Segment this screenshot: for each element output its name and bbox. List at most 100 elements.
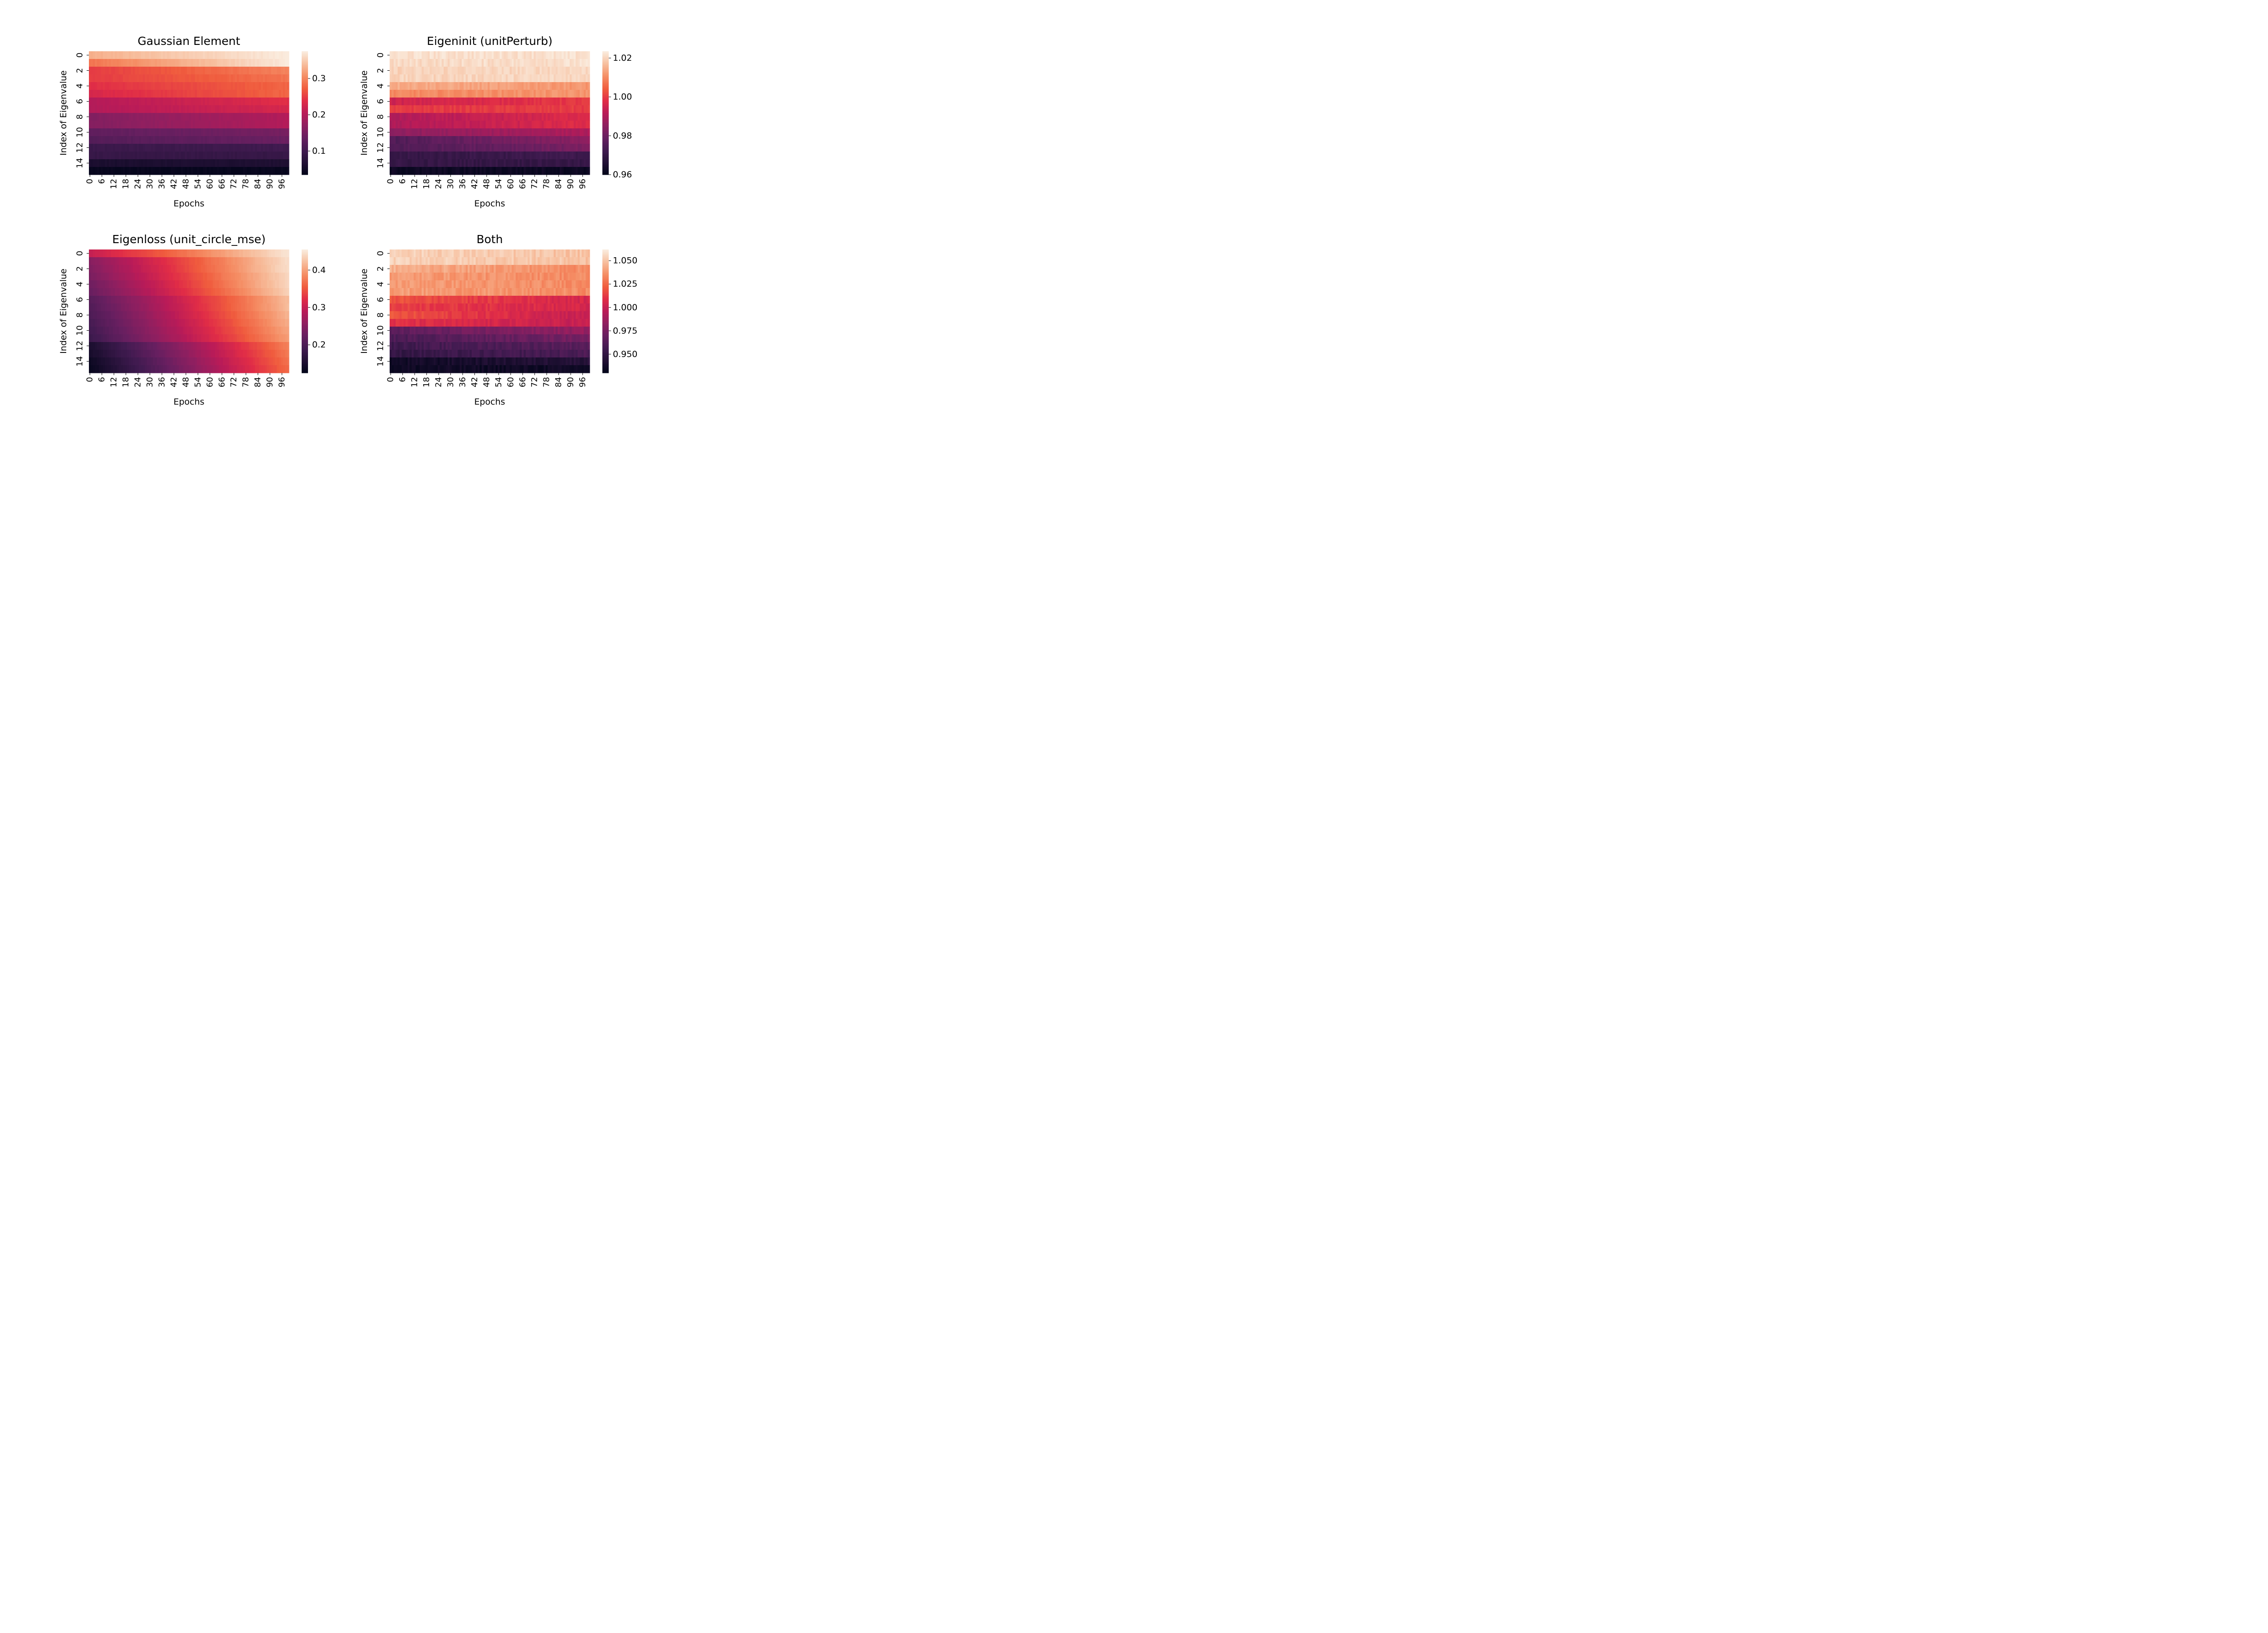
heatmap-cell (195, 319, 197, 327)
heatmap-cell (189, 136, 191, 144)
heatmap-cell (161, 105, 163, 113)
heatmap-cell (283, 121, 285, 129)
heatmap-cell (251, 249, 254, 258)
heatmap-cell (191, 128, 193, 137)
colorbar-segment (602, 99, 609, 101)
heatmap-cell (233, 350, 235, 358)
heatmap-cell (107, 144, 109, 152)
heatmap-cell (101, 136, 103, 144)
heatmap-cell (285, 159, 288, 167)
heatmap-cell (263, 288, 265, 296)
heatmap-cell (410, 136, 412, 144)
heatmap-cell (200, 311, 203, 319)
heatmap-cell (149, 350, 152, 358)
heatmap-cell (235, 51, 237, 59)
heatmap-cell (129, 121, 132, 129)
heatmap-cell (89, 273, 92, 281)
heatmap-cell (135, 144, 137, 152)
heatmap-cell (89, 136, 92, 144)
heatmap-cell (105, 327, 108, 335)
heatmap-cell (131, 90, 133, 98)
heatmap-cell (391, 144, 394, 152)
heatmap-cell (241, 51, 244, 59)
heatmap-cell (485, 105, 488, 113)
heatmap-cell (397, 113, 400, 121)
heatmap-cell (277, 350, 279, 358)
heatmap-cell (197, 342, 200, 350)
heatmap-cell (503, 152, 506, 160)
heatmap-cell (471, 74, 474, 83)
heatmap-cell (143, 334, 146, 342)
heatmap-cell (269, 51, 271, 59)
heatmap-cell (495, 74, 498, 83)
heatmap-cell (249, 159, 251, 167)
heatmap-cell (498, 67, 500, 75)
heatmap-cell (277, 280, 279, 288)
heatmap-cell (191, 167, 193, 175)
heatmap-cell (440, 67, 442, 75)
colorbar-segment (602, 169, 609, 171)
heatmap-cell (459, 121, 462, 129)
heatmap-cell (279, 288, 281, 296)
heatmap-cell (525, 136, 528, 144)
heatmap-cell (413, 128, 416, 137)
heatmap-cell (225, 288, 227, 296)
heatmap-cell (279, 74, 281, 83)
heatmap-cell (115, 350, 117, 358)
heatmap-cell (137, 357, 139, 366)
heatmap-cell (427, 98, 430, 106)
y-tick-label: 10 (376, 127, 386, 137)
heatmap-cell (129, 167, 132, 175)
heatmap-cell (121, 74, 123, 83)
heatmap-cell (133, 257, 136, 265)
heatmap-cell (163, 90, 166, 98)
heatmap-cell (469, 113, 472, 121)
heatmap-cell (241, 319, 244, 327)
heatmap-cell (396, 136, 398, 144)
heatmap-cell (153, 159, 156, 167)
heatmap-cell (125, 136, 127, 144)
heatmap-cell (261, 74, 264, 83)
heatmap-cell (410, 128, 412, 137)
heatmap-cell (119, 350, 122, 358)
heatmap-cell (151, 288, 153, 296)
heatmap-cell (423, 82, 426, 90)
heatmap-cell (203, 265, 205, 273)
heatmap-cell (407, 167, 410, 175)
heatmap-cell (285, 121, 288, 129)
heatmap-cell (545, 144, 548, 152)
heatmap-cell (423, 67, 426, 75)
heatmap-cell (121, 303, 123, 312)
heatmap-cell (481, 51, 484, 59)
heatmap-cell (119, 90, 122, 98)
heatmap-cell (390, 98, 392, 106)
heatmap-cell (159, 59, 161, 67)
heatmap-cell (440, 152, 442, 160)
heatmap-cell (233, 273, 235, 281)
heatmap-cell (450, 128, 452, 137)
heatmap-cell (576, 90, 578, 98)
heatmap-cell (177, 113, 180, 121)
heatmap-cell (181, 67, 183, 75)
heatmap-cell (287, 257, 289, 265)
heatmap-cell (147, 327, 149, 335)
heatmap-cell (207, 98, 210, 106)
heatmap-cell (261, 273, 264, 281)
heatmap-cell (131, 350, 133, 358)
heatmap-cell (508, 159, 510, 167)
heatmap-cell (155, 136, 157, 144)
heatmap-cell (215, 67, 217, 75)
heatmap-cell (211, 296, 214, 304)
heatmap-cell (410, 98, 412, 106)
heatmap-cell (235, 319, 237, 327)
heatmap-cell (522, 82, 524, 90)
heatmap-cell (501, 167, 504, 175)
heatmap-cell (396, 113, 398, 121)
heatmap-cell (193, 82, 196, 90)
heatmap-cell (269, 280, 271, 288)
heatmap-cell (573, 105, 576, 113)
heatmap-cell (99, 59, 102, 67)
heatmap-cell (577, 144, 580, 152)
heatmap-cell (420, 113, 422, 121)
colorbar-segment (302, 133, 308, 135)
